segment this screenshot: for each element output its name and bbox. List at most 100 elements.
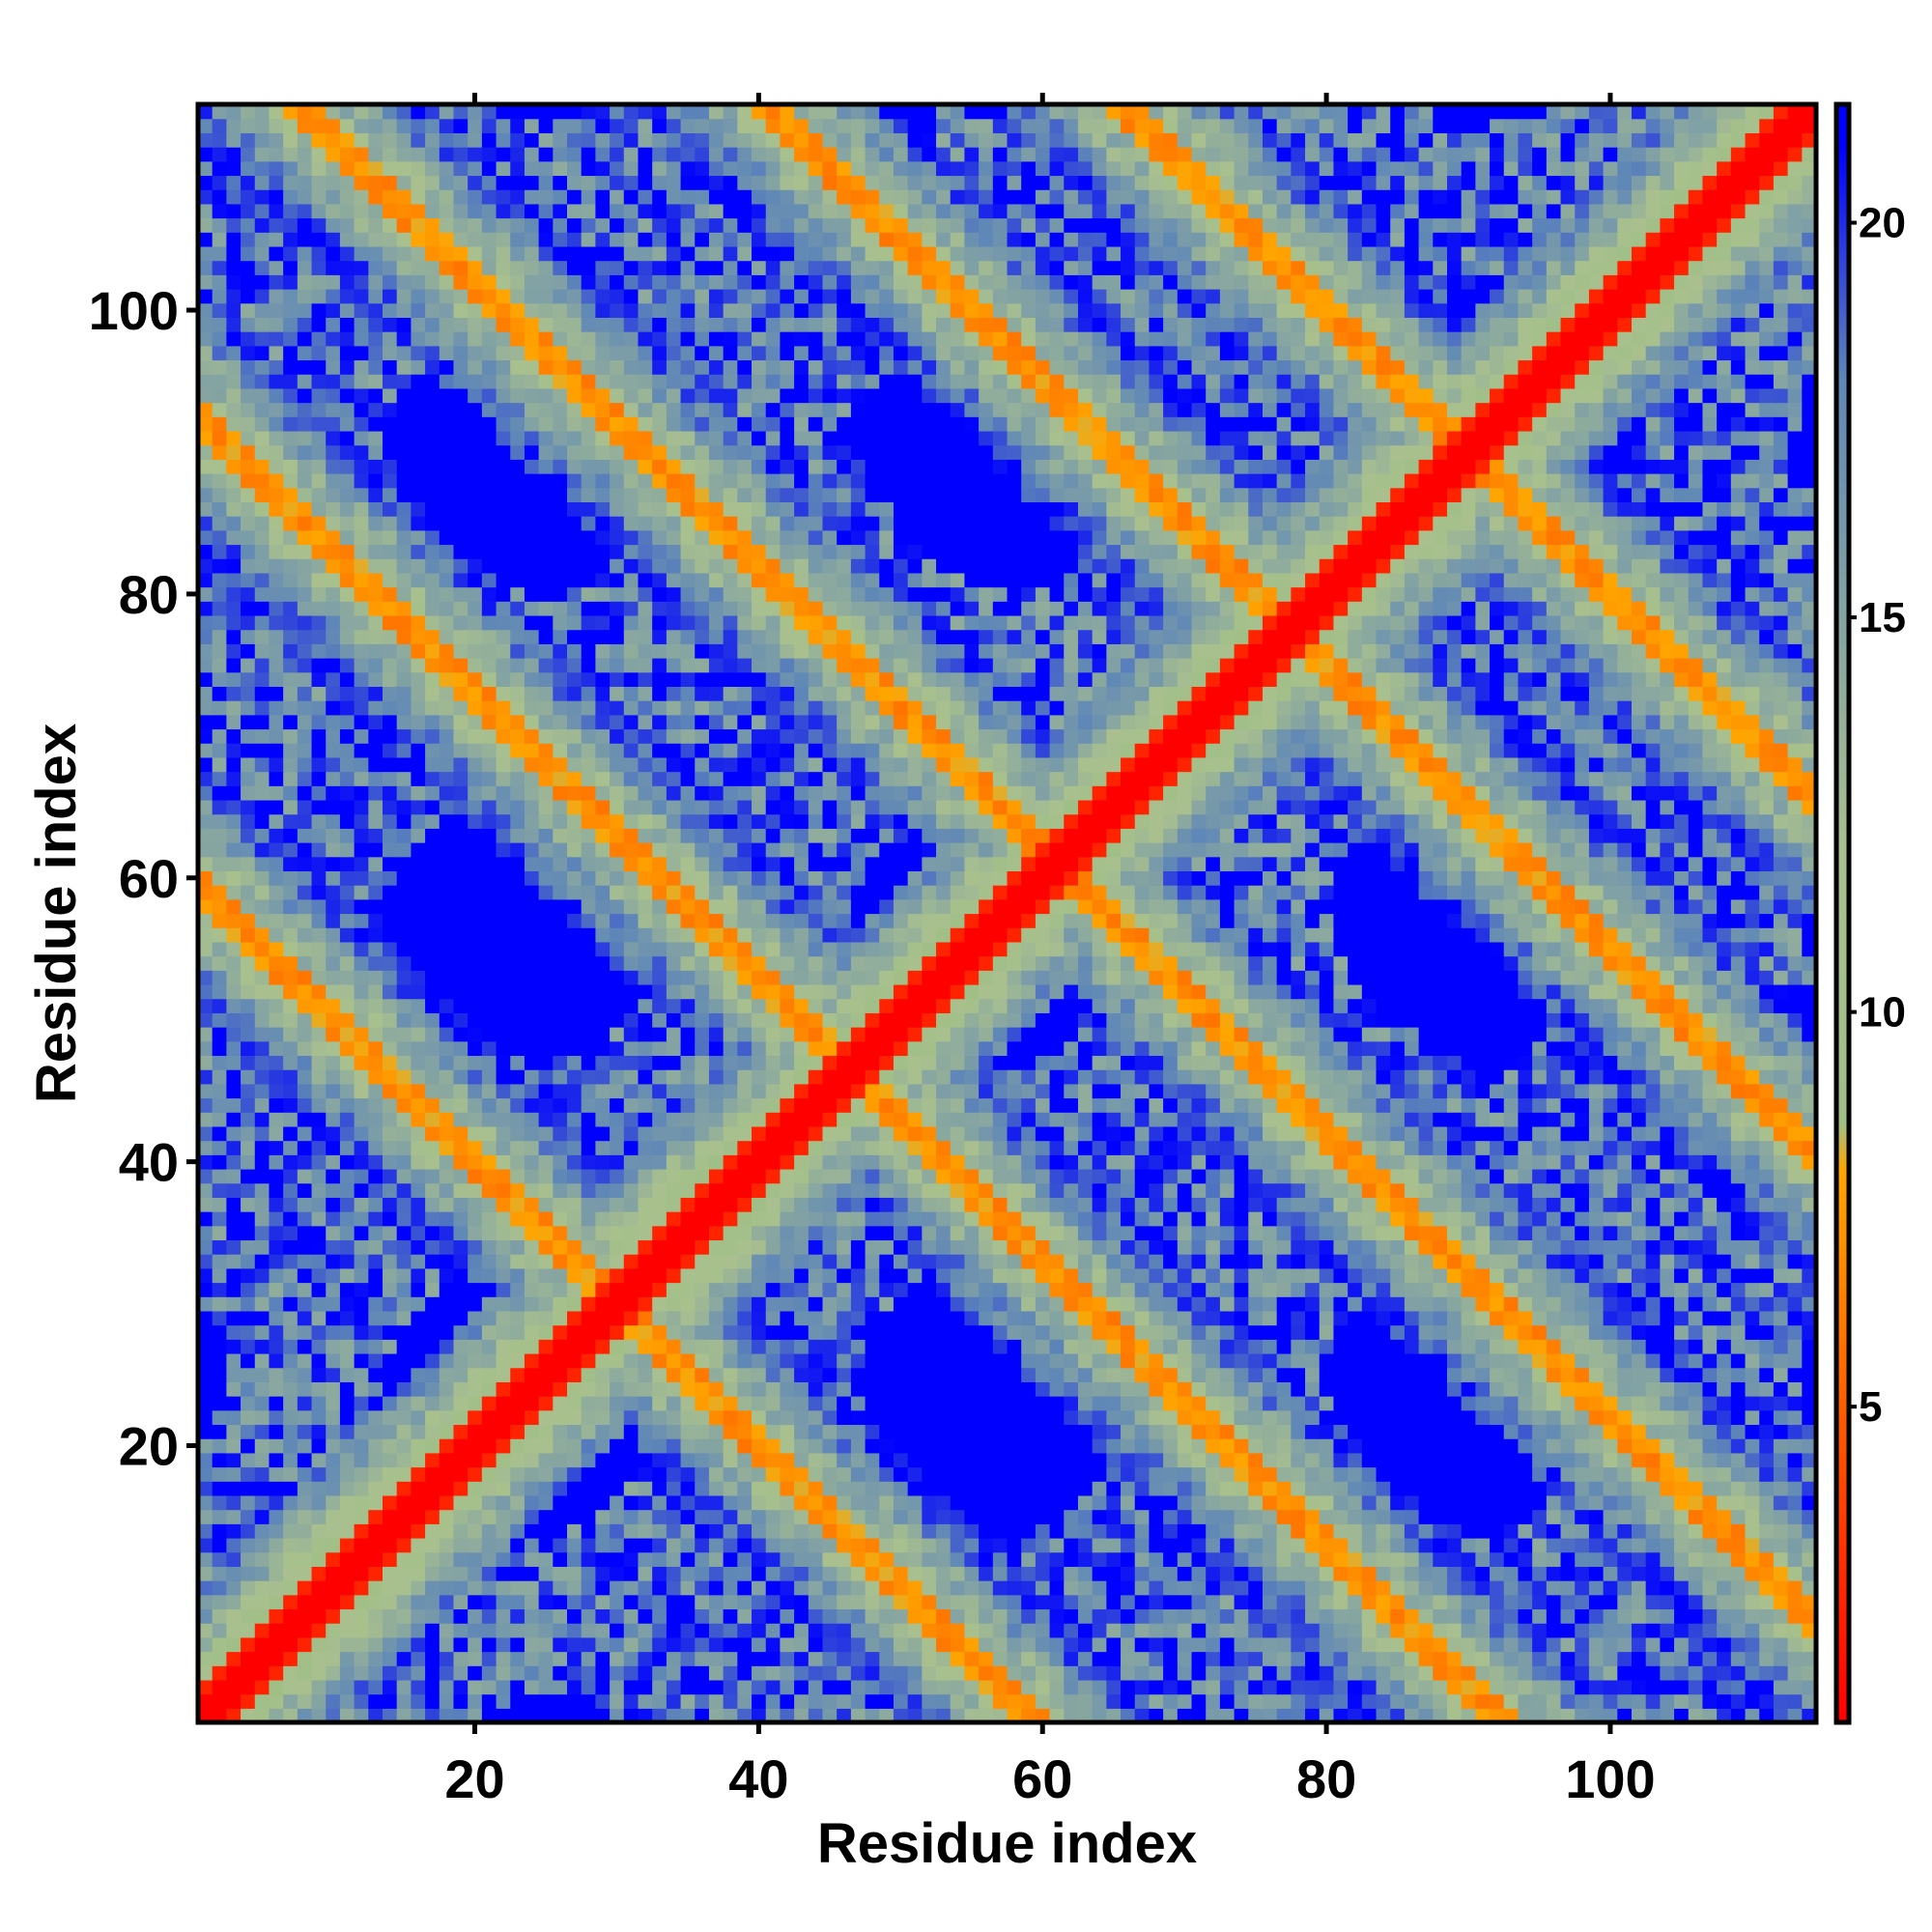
heatmap-cell — [1404, 1182, 1420, 1198]
heatmap-cell — [425, 1027, 440, 1042]
heatmap-cell — [652, 1452, 668, 1468]
heatmap-cell — [936, 1282, 952, 1297]
heatmap-cell — [241, 1566, 256, 1581]
heatmap-cell — [1745, 1665, 1760, 1681]
heatmap-cell — [964, 1651, 980, 1666]
heatmap-cell — [396, 1537, 412, 1553]
heatmap-cell — [992, 1693, 1009, 1709]
heatmap-cell — [893, 1211, 909, 1227]
heatmap-cell — [595, 1381, 611, 1397]
heatmap-cell — [567, 1211, 582, 1227]
heatmap-cell — [1333, 1523, 1349, 1539]
heatmap-cell — [1588, 1580, 1605, 1596]
heatmap-cell — [1206, 1254, 1221, 1269]
heatmap-cell — [1674, 1594, 1690, 1610]
heatmap-cell — [610, 1083, 625, 1099]
heatmap-cell — [964, 1083, 980, 1099]
heatmap-cell — [1234, 1693, 1249, 1709]
heatmap-cell — [396, 1211, 412, 1227]
heatmap-cell — [468, 1551, 483, 1567]
heatmap-cell — [794, 1254, 810, 1269]
heatmap-cell — [1177, 1551, 1193, 1567]
heatmap-cell — [837, 1651, 852, 1666]
heatmap-cell — [383, 1055, 398, 1070]
heatmap-cell — [1092, 1027, 1107, 1042]
heatmap-cell — [1645, 1140, 1661, 1155]
heatmap-cell — [907, 1040, 923, 1057]
heatmap-cell — [254, 1438, 270, 1454]
heatmap-cell — [510, 1381, 554, 1397]
heatmap-cell — [1617, 1608, 1633, 1624]
heatmap-cell — [907, 1112, 923, 1127]
heatmap-cell — [198, 1551, 213, 1567]
heatmap-cell — [1134, 1154, 1151, 1170]
heatmap-cell — [1532, 1211, 1548, 1227]
heatmap-cell — [610, 1608, 625, 1624]
heatmap-cell — [269, 1352, 284, 1369]
heatmap-cell — [1560, 1154, 1576, 1170]
heatmap-cell — [765, 1027, 781, 1042]
heatmap-cell — [339, 1367, 355, 1382]
heatmap-cell — [553, 1140, 568, 1155]
heatmap-cell — [524, 1296, 540, 1312]
heatmap-cell — [368, 1580, 384, 1596]
heatmap-cell — [1035, 1551, 1051, 1567]
heatmap-cell — [1376, 1594, 1391, 1610]
heatmap-cell — [1276, 1396, 1292, 1411]
heatmap-cell — [1234, 1623, 1249, 1638]
heatmap-cell — [1191, 1651, 1207, 1666]
heatmap-cell — [1092, 1679, 1107, 1695]
heatmap-cell — [567, 1083, 582, 1099]
heatmap-cell — [1617, 1040, 1633, 1057]
heatmap-cell — [837, 1409, 852, 1426]
heatmap-cell — [1702, 1580, 1718, 1596]
heatmap-cell — [808, 1481, 824, 1496]
heatmap-cell — [1049, 1069, 1065, 1085]
heatmap-cell — [1461, 1623, 1476, 1638]
heatmap-cell — [368, 1608, 384, 1624]
heatmap-cell — [510, 1055, 526, 1070]
heatmap-cell — [396, 1267, 412, 1284]
heatmap-cell — [1645, 1027, 1661, 1042]
heatmap-cell — [581, 1282, 596, 1297]
heatmap-cell — [339, 1509, 355, 1524]
heatmap-cell — [1446, 1537, 1463, 1553]
heatmap-cell — [893, 1069, 909, 1085]
heatmap-cell — [354, 1708, 369, 1723]
heatmap-cell — [1787, 1140, 1803, 1155]
heatmap-cell — [1021, 1651, 1037, 1666]
heatmap-cell — [1660, 1537, 1675, 1553]
heatmap-cell — [666, 1693, 682, 1709]
heatmap-cell — [1262, 1466, 1278, 1482]
heatmap-cell — [368, 1296, 384, 1312]
heatmap-cell — [212, 1310, 227, 1326]
heatmap-cell — [1106, 1069, 1122, 1085]
heatmap-cell — [311, 1466, 327, 1482]
heatmap-cell — [1503, 1254, 1520, 1269]
heatmap-cell — [283, 1040, 298, 1057]
heatmap-cell — [907, 1140, 923, 1155]
heatmap-cell — [1702, 1125, 1718, 1142]
heatmap-cell — [1106, 1154, 1122, 1170]
heatmap-cell — [383, 1494, 398, 1511]
heatmap-cell — [1759, 1239, 1775, 1255]
heatmap-cell — [1276, 1069, 1292, 1085]
heatmap-cell — [1730, 1381, 1747, 1397]
heatmap-cell — [979, 1523, 1037, 1539]
heatmap-cell — [1503, 1083, 1520, 1099]
heatmap-cell — [1773, 1396, 1789, 1411]
heatmap-cell — [652, 1494, 668, 1511]
heatmap-cell — [907, 1537, 923, 1553]
heatmap-cell — [1518, 1693, 1533, 1709]
heatmap-cell — [326, 1481, 341, 1496]
heatmap-cell — [1787, 1693, 1803, 1709]
heatmap-cell — [538, 1608, 554, 1624]
heatmap-cell — [780, 1708, 795, 1723]
heatmap-cell — [1149, 1594, 1164, 1610]
heatmap-cell — [723, 1083, 738, 1099]
heatmap-cell — [1446, 1381, 1463, 1397]
heatmap-cell — [1234, 1523, 1249, 1539]
heatmap-cell — [354, 1267, 369, 1284]
heatmap-cell — [1546, 1537, 1562, 1553]
heatmap-cell — [339, 1282, 355, 1297]
